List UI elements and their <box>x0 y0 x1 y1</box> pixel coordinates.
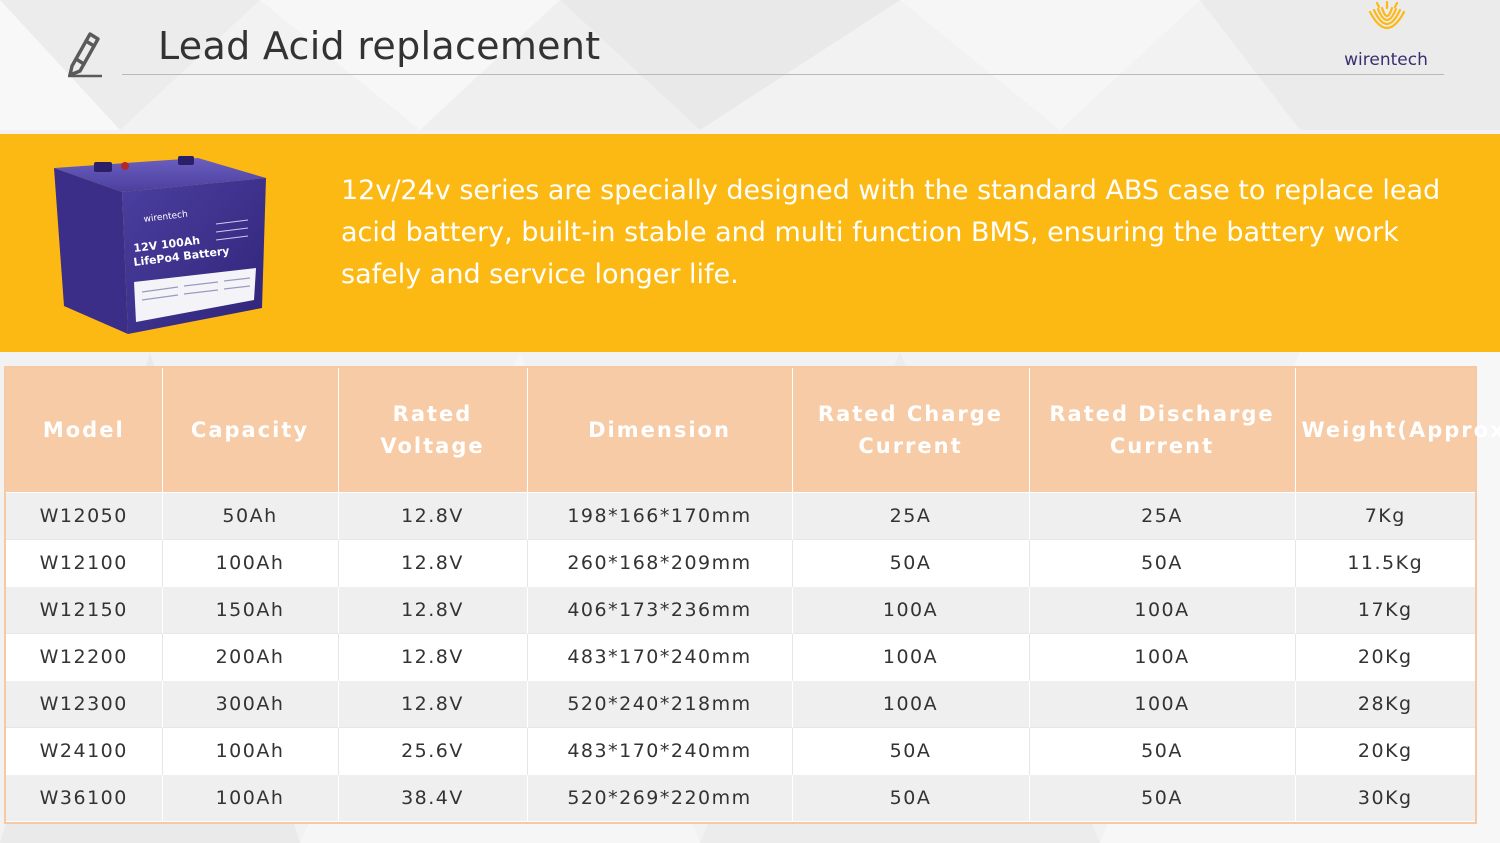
table-row: W12300 300Ah 12.8V 520*240*218mm 100A 10… <box>6 679 1475 727</box>
table-cell: 30Kg <box>1295 773 1475 821</box>
table-cell: 100A <box>1029 632 1296 680</box>
table-cell: 25.6V <box>338 726 528 774</box>
table-cell: 483*170*240mm <box>527 632 793 680</box>
table-cell: 100A <box>1029 585 1296 633</box>
table-cell: 100A <box>792 679 1030 727</box>
table-cell: 20Kg <box>1295 726 1475 774</box>
table-cell: 150Ah <box>162 585 339 633</box>
table-cell: 483*170*240mm <box>527 726 793 774</box>
column-header: Rated Charge Current <box>792 368 1030 492</box>
table-cell: 12.8V <box>338 585 528 633</box>
column-header: Weight(Approx.) <box>1295 368 1500 492</box>
table-cell: 50A <box>1029 538 1296 586</box>
table-cell: 300Ah <box>162 679 339 727</box>
title-divider <box>122 74 1444 75</box>
banner-description: 12v/24v series are specially designed wi… <box>341 175 1441 290</box>
table-cell: 198*166*170mm <box>527 491 793 539</box>
table-row: W24100 100Ah 25.6V 483*170*240mm 50A 50A… <box>6 726 1475 774</box>
table-cell: 12.8V <box>338 632 528 680</box>
table-cell: 50A <box>792 773 1030 821</box>
table-cell: W12150 <box>6 585 163 633</box>
table-cell: W12300 <box>6 679 163 727</box>
column-header: Dimension <box>527 368 793 492</box>
table-cell: 50A <box>1029 773 1296 821</box>
battery-product-image: wirentech 12V 100Ah LifePo4 Battery <box>54 156 266 334</box>
table-cell: 406*173*236mm <box>527 585 793 633</box>
table-cell: 25A <box>1029 491 1296 539</box>
table-cell: 260*168*209mm <box>527 538 793 586</box>
table-cell: 100A <box>792 632 1030 680</box>
sunburst-logo-icon <box>1368 0 1406 30</box>
brand-name: wirentech <box>1344 50 1428 70</box>
table-cell: 17Kg <box>1295 585 1475 633</box>
table-cell: 100A <box>792 585 1030 633</box>
table-cell: 100A <box>1029 679 1296 727</box>
spec-table-container: Model Capacity Rated Voltage Dimension R… <box>4 366 1500 824</box>
table-cell: 11.5Kg <box>1295 538 1475 586</box>
table-cell: 100Ah <box>162 726 339 774</box>
slide-header: Lead Acid replacement wirentech <box>0 0 1500 130</box>
brand-logo: wirentech <box>1336 0 1436 76</box>
column-header: Rated Voltage <box>338 368 528 492</box>
column-header: Model <box>6 368 163 492</box>
table-cell: 520*269*220mm <box>527 773 793 821</box>
table-cell: 50A <box>792 538 1030 586</box>
column-header: Rated Discharge Current <box>1029 368 1296 492</box>
table-cell: 100Ah <box>162 773 339 821</box>
table-cell: 12.8V <box>338 491 528 539</box>
table-row: W12200 200Ah 12.8V 483*170*240mm 100A 10… <box>6 632 1475 680</box>
table-row: W12050 50Ah 12.8V 198*166*170mm 25A 25A … <box>6 491 1475 539</box>
column-header: Capacity <box>162 368 339 492</box>
table-cell: 25A <box>792 491 1030 539</box>
pencil-icon <box>68 32 102 78</box>
table-cell: 50A <box>792 726 1030 774</box>
table-row: W36100 100Ah 38.4V 520*269*220mm 50A 50A… <box>6 773 1475 821</box>
table-cell: 7Kg <box>1295 491 1475 539</box>
table-cell: 12.8V <box>338 538 528 586</box>
table-cell: 20Kg <box>1295 632 1475 680</box>
table-cell: 50Ah <box>162 491 339 539</box>
table-cell: W12050 <box>6 491 163 539</box>
table-cell: 520*240*218mm <box>527 679 793 727</box>
table-cell: 28Kg <box>1295 679 1475 727</box>
table-cell: 200Ah <box>162 632 339 680</box>
table-cell: W36100 <box>6 773 163 821</box>
table-cell: W12100 <box>6 538 163 586</box>
table-row: W12150 150Ah 12.8V 406*173*236mm 100A 10… <box>6 585 1475 633</box>
table-row: W12100 100Ah 12.8V 260*168*209mm 50A 50A… <box>6 538 1475 586</box>
table-cell: 100Ah <box>162 538 339 586</box>
spec-table: Model Capacity Rated Voltage Dimension R… <box>6 368 1500 821</box>
intro-banner: wirentech 12V 100Ah LifePo4 Battery 12v/… <box>0 134 1500 352</box>
table-header-row: Model Capacity Rated Voltage Dimension R… <box>6 368 1500 492</box>
page-title: Lead Acid replacement <box>158 24 601 68</box>
table-cell: 38.4V <box>338 773 528 821</box>
table-cell: W24100 <box>6 726 163 774</box>
table-cell: 50A <box>1029 726 1296 774</box>
table-cell: W12200 <box>6 632 163 680</box>
table-cell: 12.8V <box>338 679 528 727</box>
